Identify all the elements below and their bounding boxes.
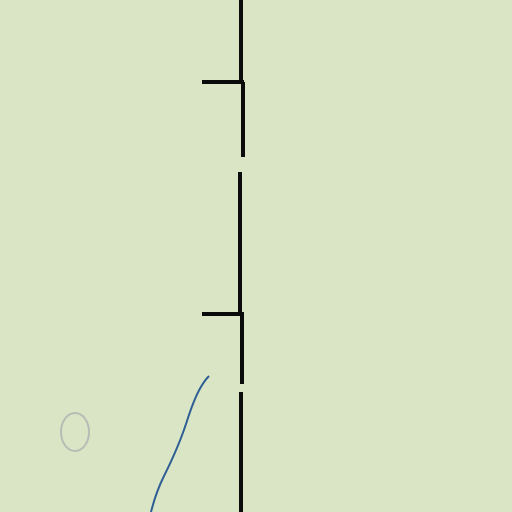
railway-line (238, 0, 245, 512)
small-pond (60, 412, 90, 452)
stream (150, 375, 210, 512)
